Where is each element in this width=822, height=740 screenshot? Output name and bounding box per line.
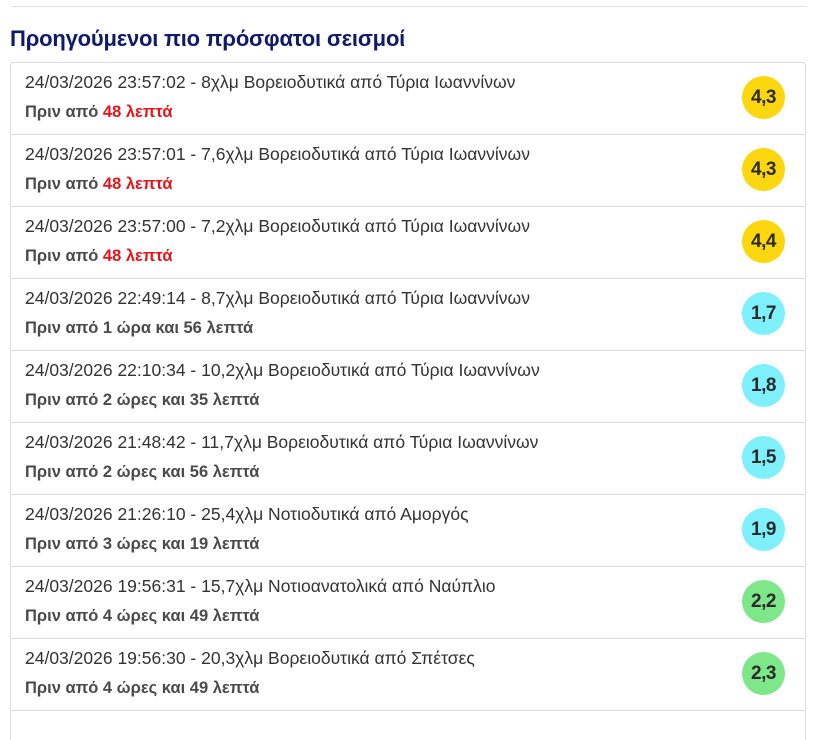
magnitude-badge: 4,3 — [742, 76, 785, 119]
section-title: Προηγούμενοι πιο πρόσφατοι σεισμοί — [10, 26, 406, 51]
earthquake-time-ago: Πριν από 2 ώρες και 35 λεπτά — [25, 391, 260, 409]
earthquake-datetime-location: 24/03/2026 23:57:02 - 8χλμ Βορειοδυτικά … — [25, 72, 516, 92]
earthquake-item[interactable]: 24/03/2026 23:57:02 - 8χλμ Βορειοδυτικά … — [11, 63, 805, 135]
earthquake-time-ago: Πριν από 2 ώρες και 56 λεπτά — [25, 463, 260, 481]
earthquake-datetime-location: 24/03/2026 23:57:01 - 7,6χλμ Βορειοδυτικ… — [25, 144, 530, 164]
earthquake-time-ago: Πριν από 48 λεπτά — [25, 175, 173, 193]
list-continuation — [10, 710, 806, 740]
magnitude-badge: 1,9 — [742, 508, 785, 551]
earthquake-time-ago: Πριν από 4 ώρες και 49 λεπτά — [25, 607, 260, 625]
earthquake-time-ago: Πριν από 4 ώρες και 49 λεπτά — [25, 679, 260, 697]
earthquake-item[interactable]: 24/03/2026 22:49:14 - 8,7χλμ Βορειοδυτικ… — [11, 279, 805, 351]
magnitude-badge: 1,7 — [742, 292, 785, 335]
earthquake-item[interactable]: 24/03/2026 21:48:42 - 11,7χλμ Βορειοδυτι… — [11, 423, 805, 495]
earthquake-item[interactable]: 24/03/2026 23:57:00 - 7,2χλμ Βορειοδυτικ… — [11, 207, 805, 279]
earthquake-datetime-location: 24/03/2026 22:49:14 - 8,7χλμ Βορειοδυτικ… — [25, 288, 530, 308]
recent-time-highlight: 48 λεπτά — [102, 103, 173, 121]
magnitude-badge: 4,4 — [742, 220, 785, 263]
earthquake-datetime-location: 24/03/2026 23:57:00 - 7,2χλμ Βορειοδυτικ… — [25, 216, 530, 236]
earthquake-time-ago: Πριν από 1 ώρα και 56 λεπτά — [25, 319, 254, 337]
earthquake-time-ago: Πριν από 48 λεπτά — [25, 247, 173, 265]
earthquake-datetime-location: 24/03/2026 21:26:10 - 25,4χλμ Νοτιοδυτικ… — [25, 504, 469, 524]
magnitude-badge: 1,5 — [742, 436, 785, 479]
earthquake-time-ago: Πριν από 48 λεπτά — [25, 103, 173, 121]
earthquake-datetime-location: 24/03/2026 19:56:30 - 20,3χλμ Βορειοδυτι… — [25, 648, 475, 668]
recent-time-highlight: 48 λεπτά — [102, 175, 173, 193]
magnitude-badge: 1,8 — [742, 364, 785, 407]
earthquake-datetime-location: 24/03/2026 21:48:42 - 11,7χλμ Βορειοδυτι… — [25, 432, 539, 452]
top-divider — [11, 6, 807, 7]
earthquake-datetime-location: 24/03/2026 22:10:34 - 10,2χλμ Βορειοδυτι… — [25, 360, 540, 380]
earthquake-item[interactable]: 24/03/2026 21:26:10 - 25,4χλμ Νοτιοδυτικ… — [11, 495, 805, 567]
earthquake-item[interactable]: 24/03/2026 19:56:31 - 15,7χλμ Νοτιοανατο… — [11, 567, 805, 639]
magnitude-badge: 4,3 — [742, 148, 785, 191]
magnitude-badge: 2,3 — [742, 652, 785, 695]
earthquake-item[interactable]: 24/03/2026 19:56:30 - 20,3χλμ Βορειοδυτι… — [11, 639, 805, 711]
recent-time-highlight: 48 λεπτά — [102, 247, 173, 265]
magnitude-badge: 2,2 — [742, 580, 785, 623]
earthquake-datetime-location: 24/03/2026 19:56:31 - 15,7χλμ Νοτιοανατο… — [25, 576, 496, 596]
earthquake-item[interactable]: 24/03/2026 23:57:01 - 7,6χλμ Βορειοδυτικ… — [11, 135, 805, 207]
earthquake-list: 24/03/2026 23:57:02 - 8χλμ Βορειοδυτικά … — [10, 62, 806, 711]
earthquake-time-ago: Πριν από 3 ώρες και 19 λεπτά — [25, 535, 260, 553]
earthquake-item[interactable]: 24/03/2026 22:10:34 - 10,2χλμ Βορειοδυτι… — [11, 351, 805, 423]
